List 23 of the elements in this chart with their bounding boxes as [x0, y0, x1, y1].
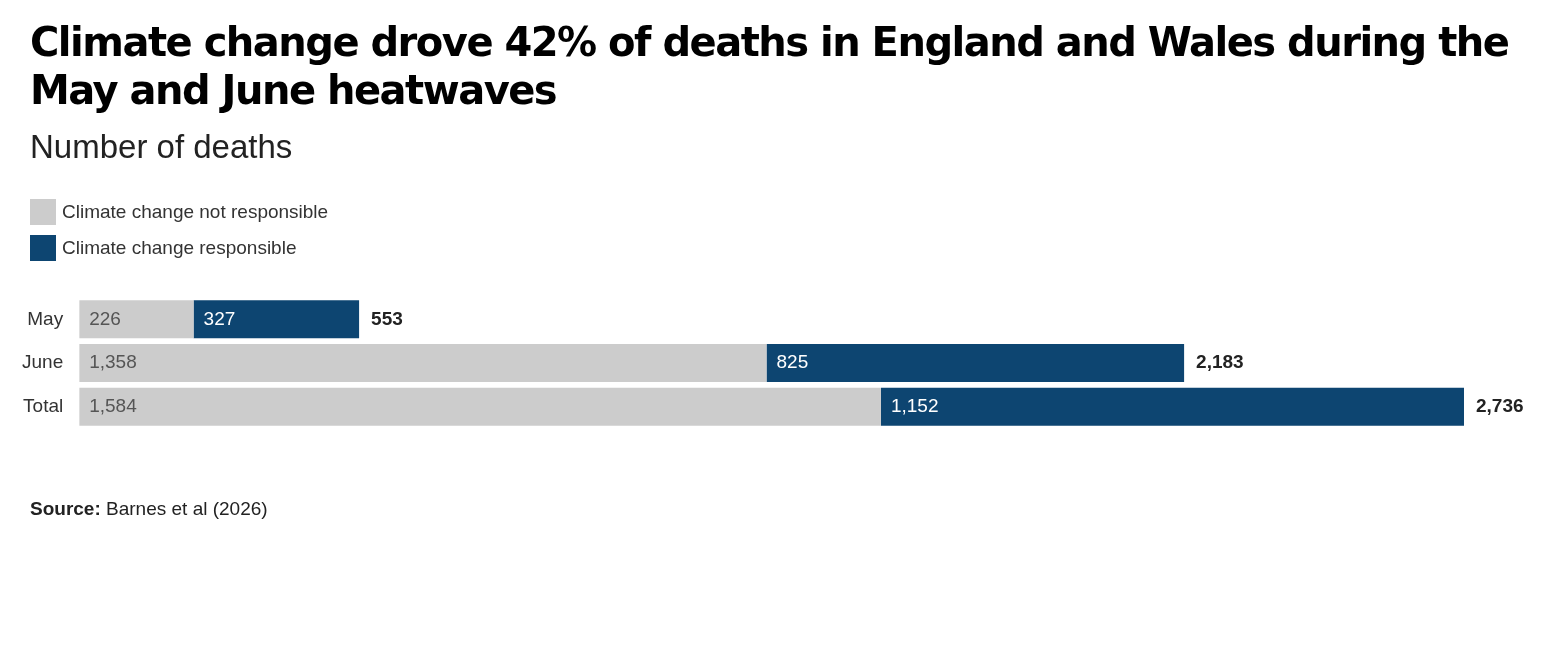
chart-title: Climate change drove 42% of deaths in England and Wales during the May and June heatwaves [30, 18, 1510, 114]
bar [79, 387, 881, 426]
total-label: 2,183 [1196, 351, 1244, 373]
bar [880, 387, 1464, 426]
data-label: 327 [203, 307, 236, 329]
source-note: Source: Barnes et al (2026) [30, 498, 269, 520]
y-tick-label: May [27, 307, 64, 329]
legend-label: Climate change responsible [62, 237, 297, 259]
bar [79, 300, 194, 339]
data-label: 1,152 [890, 394, 939, 416]
bar [193, 300, 360, 339]
total-label: 2,736 [1476, 394, 1524, 416]
legend-label: Climate change not responsible [62, 201, 329, 223]
bar [79, 343, 767, 383]
total-label: 553 [371, 307, 403, 329]
data-label: 1,358 [89, 351, 137, 373]
y-tick-label: Total [23, 394, 64, 416]
data-label: 825 [776, 351, 809, 373]
data-label: 226 [89, 307, 121, 329]
chart-subtitle: Number of deaths [30, 128, 294, 166]
bar [766, 343, 1185, 383]
y-tick-label: June [22, 351, 64, 373]
data-label: 1,584 [89, 394, 138, 416]
